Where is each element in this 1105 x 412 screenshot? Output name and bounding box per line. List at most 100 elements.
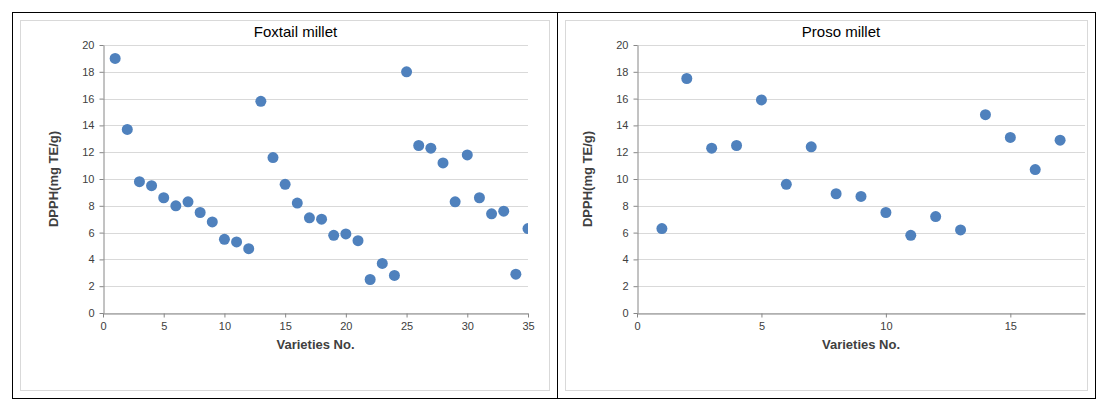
y-tick-mark: [100, 259, 104, 260]
x-tick: 30: [462, 314, 474, 333]
point: [781, 179, 792, 190]
y-tick-mark: [100, 179, 104, 180]
grid: [103, 46, 528, 314]
y-tick: 4: [88, 253, 103, 265]
point: [183, 196, 194, 207]
chart-title: Foxtail millet: [254, 23, 338, 40]
point: [980, 109, 991, 120]
y-axis: 02468101214161820: [616, 39, 638, 319]
point: [831, 188, 842, 199]
y-tick-label: 18: [82, 66, 94, 78]
point: [231, 236, 242, 247]
x-tick-label: 5: [759, 320, 765, 332]
y-tick-mark: [100, 286, 104, 287]
x-tick: 0: [100, 314, 106, 333]
point: [207, 216, 218, 227]
grid-line: [637, 72, 1085, 73]
point: [438, 157, 449, 168]
y-tick-mark: [100, 233, 104, 234]
grid-line: [637, 206, 1085, 207]
y-tick-label: 18: [616, 66, 628, 78]
y-tick: 16: [616, 93, 637, 105]
point: [413, 140, 424, 151]
y-tick-mark: [100, 206, 104, 207]
y-tick-label: 20: [616, 39, 628, 51]
point: [856, 191, 867, 202]
point: [340, 228, 351, 239]
y-tick-mark: [634, 99, 638, 100]
point: [1055, 135, 1066, 146]
grid-line: [637, 313, 1085, 314]
y-tick: 8: [88, 200, 103, 212]
point: [462, 149, 473, 160]
point: [510, 269, 521, 280]
y-tick-mark: [634, 259, 638, 260]
point: [905, 230, 916, 241]
point: [122, 124, 133, 135]
point: [365, 274, 376, 285]
grid-line: [103, 286, 528, 287]
x-tick-mark: [103, 314, 104, 318]
y-tick: 14: [616, 119, 637, 131]
y-tick: 20: [616, 39, 637, 51]
x-tick: 20: [340, 314, 352, 333]
chart-area: [21, 21, 550, 391]
y-tick-mark: [634, 125, 638, 126]
y-tick-label: 16: [82, 93, 94, 105]
y-tick-label: 14: [616, 119, 628, 131]
y-tick: 18: [616, 66, 637, 78]
x-tick-mark: [528, 314, 529, 318]
point: [134, 176, 145, 187]
point: [280, 179, 291, 190]
x-tick-label: 20: [340, 320, 352, 332]
x-tick: 25: [401, 314, 413, 333]
y-tick-mark: [634, 286, 638, 287]
grid-line: [103, 72, 528, 73]
x-tick-mark: [761, 314, 762, 318]
x-axis: 05101520253035: [100, 314, 534, 333]
point: [656, 223, 667, 234]
y-tick-label: 8: [88, 200, 94, 212]
y-tick: 18: [82, 66, 103, 78]
x-tick-mark: [285, 314, 286, 318]
grid-line: [637, 286, 1085, 287]
y-tick: 2: [622, 280, 637, 292]
point: [706, 143, 717, 154]
point: [930, 211, 941, 222]
y-tick: 4: [622, 253, 637, 265]
point: [486, 208, 497, 219]
point: [756, 94, 767, 105]
y-tick: 10: [616, 173, 637, 185]
x-tick-mark: [407, 314, 408, 318]
y-tick-mark: [634, 313, 638, 314]
x-tick: 15: [1005, 314, 1017, 333]
y-tick-mark: [634, 152, 638, 153]
y-tick-label: 10: [616, 173, 628, 185]
x-tick: 15: [280, 314, 292, 333]
points: [656, 73, 1065, 241]
y-tick-mark: [100, 152, 104, 153]
y-tick-label: 10: [82, 173, 94, 185]
grid-line: [637, 99, 1085, 100]
point: [401, 66, 412, 77]
y-axis-line: [104, 46, 105, 314]
grid-line: [637, 152, 1085, 153]
point: [219, 234, 230, 245]
x-tick-mark: [1010, 314, 1011, 318]
point: [955, 224, 966, 235]
point: [328, 230, 339, 241]
x-tick-label: 10: [880, 320, 892, 332]
y-tick: 12: [82, 146, 103, 158]
y-tick-mark: [634, 233, 638, 234]
y-tick-label: 6: [622, 227, 628, 239]
y-tick-label: 12: [82, 146, 94, 158]
point: [806, 141, 817, 152]
point: [377, 258, 388, 269]
point: [195, 207, 206, 218]
x-axis-line: [638, 314, 1086, 315]
grid-line: [103, 206, 528, 207]
chart-area: [566, 21, 1088, 391]
grid-line: [103, 99, 528, 100]
y-tick: 12: [616, 146, 637, 158]
x-tick: 10: [880, 314, 892, 333]
